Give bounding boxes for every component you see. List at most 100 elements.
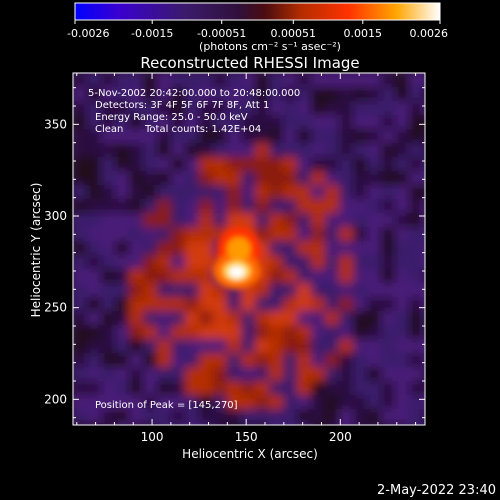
heatmap-cell (339, 213, 355, 229)
heatmap-cell (255, 115, 271, 131)
heatmap-cell (423, 353, 425, 369)
heatmap-cell (325, 129, 341, 145)
heatmap-cell (171, 213, 187, 229)
heatmap-cell (227, 381, 243, 397)
y-axis-label: Heliocentric Y (arcsec) (29, 183, 43, 318)
heatmap-cell (311, 171, 327, 187)
heatmap-cell (129, 115, 145, 131)
heatmap-cell (325, 339, 341, 355)
heatmap-cell (353, 129, 369, 145)
heatmap-cell (311, 325, 327, 341)
heatmap-cell (395, 185, 411, 201)
heatmap-cell (409, 339, 425, 355)
heatmap-cell (115, 73, 131, 89)
heatmap-cell (269, 297, 285, 313)
heatmap-cell (283, 73, 299, 89)
heatmap-cell (311, 283, 327, 299)
heatmap-cell (129, 409, 145, 425)
heatmap-cell (311, 339, 327, 355)
heatmap-cell (157, 157, 173, 173)
heatmap-cell (129, 381, 145, 397)
heatmap-cell (311, 409, 327, 425)
heatmap-cell (101, 101, 117, 117)
heatmap-cell (157, 171, 173, 187)
heatmap-cell (269, 171, 285, 187)
heatmap-cell (283, 213, 299, 229)
heatmap-cell (73, 241, 89, 257)
heatmap-cell (185, 87, 201, 103)
heatmap-cell (367, 269, 383, 285)
y-tick-label: 200 (44, 392, 67, 406)
heatmap-cell (381, 241, 397, 257)
heatmap-cell (409, 227, 425, 243)
heatmap-cell (367, 297, 383, 313)
heatmap-cell (185, 73, 201, 89)
heatmap-cell (325, 423, 341, 425)
heatmap-cell (269, 143, 285, 159)
heatmap-cell (311, 101, 327, 117)
heatmap-cell (87, 255, 103, 271)
heatmap-cell (199, 381, 215, 397)
heatmap-cell (87, 213, 103, 229)
heatmap-cell (283, 129, 299, 145)
heatmap-cell (241, 297, 257, 313)
heatmap-cell (423, 87, 425, 103)
heatmap-cell (129, 353, 145, 369)
heatmap-cell (199, 269, 215, 285)
heatmap-cell (129, 311, 145, 327)
heatmap-cell (241, 409, 257, 425)
heatmap-cell (353, 101, 369, 117)
heatmap-cell (353, 395, 369, 411)
heatmap-cell (213, 143, 229, 159)
heatmap-cell (213, 199, 229, 215)
heatmap-cell (311, 367, 327, 383)
heatmap-cell (115, 353, 131, 369)
heatmap-cell (409, 213, 425, 229)
heatmap-cell (269, 227, 285, 243)
heatmap-cell (87, 409, 103, 425)
heatmap-cell (73, 353, 89, 369)
heatmap-cell (395, 283, 411, 299)
heatmap-cell (381, 367, 397, 383)
heatmap-cell (115, 171, 131, 187)
heatmap-cell (157, 241, 173, 257)
heatmap-cell (101, 157, 117, 173)
heatmap-cell (199, 367, 215, 383)
heatmap-cell (87, 241, 103, 257)
heatmap-cell (367, 395, 383, 411)
heatmap-cell (381, 283, 397, 299)
heatmap-cell (213, 353, 229, 369)
heatmap-cell (255, 339, 271, 355)
heatmap-cell (213, 171, 229, 187)
heatmap-cell (353, 115, 369, 131)
heatmap-cell (199, 129, 215, 145)
heatmap-cell (283, 423, 299, 425)
heatmap-cell (255, 353, 271, 369)
heatmap-cell (283, 297, 299, 313)
x-tick-label: 200 (329, 430, 352, 444)
heatmap-cell (353, 157, 369, 173)
heatmap-cell (255, 129, 271, 145)
heatmap-cell (129, 87, 145, 103)
heatmap-cell (143, 227, 159, 243)
heatmap-cell (283, 367, 299, 383)
heatmap-cell (143, 213, 159, 229)
heatmap-cell (185, 115, 201, 131)
heatmap-cell (227, 199, 243, 215)
heatmap-cell (185, 171, 201, 187)
heatmap-cell (409, 255, 425, 271)
heatmap-cell (395, 269, 411, 285)
heatmap-cell (269, 255, 285, 271)
heatmap-cell (395, 171, 411, 187)
heatmap-cell (367, 409, 383, 425)
heatmap-cell (367, 171, 383, 187)
colorbar-ticks: -0.0026 -0.0015 -0.00051 0.00051 0.0015 0.002… (67, 20, 448, 40)
heatmap-cell (367, 157, 383, 173)
heatmap-cell (409, 367, 425, 383)
heatmap-cell (171, 353, 187, 369)
heatmap-cell (171, 199, 187, 215)
heatmap-cell (255, 381, 271, 397)
heatmap-cell (199, 115, 215, 131)
heatmap-cell (297, 241, 313, 257)
